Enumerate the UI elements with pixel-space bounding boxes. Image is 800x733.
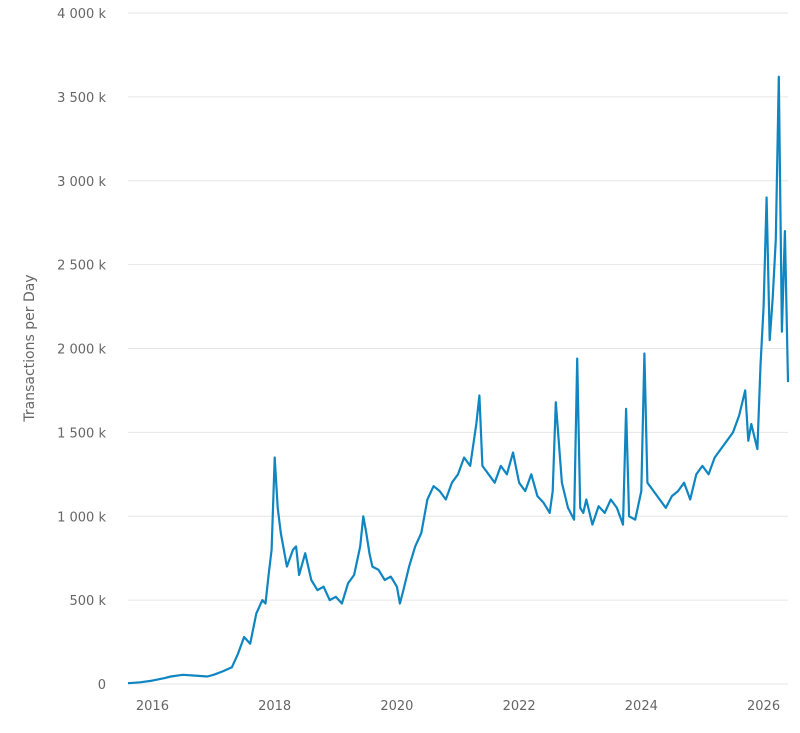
- x-axis-ticks: 2016 2018 2020 2022 2024 2026: [136, 699, 780, 714]
- y-tick-label: 3 000 k: [57, 175, 106, 190]
- y-tick-label: 2 000 k: [57, 343, 106, 358]
- y-tick-label: 1 000 k: [57, 510, 106, 525]
- y-tick-label: 3 500 k: [57, 91, 106, 106]
- series-group: [127, 75, 790, 685]
- series-line: [127, 75, 790, 685]
- x-tick-label: 2016: [136, 699, 169, 714]
- y-axis-ticks: 0 500 k 1 000 k 1 500 k 2 000 k 2 500 k 3 000 …: [57, 7, 106, 693]
- x-tick-label: 2024: [625, 699, 658, 714]
- x-tick-label: 2020: [380, 699, 413, 714]
- x-tick-label: 2026: [747, 699, 780, 714]
- x-tick-label: 2022: [503, 699, 536, 714]
- gridlines: [128, 12, 788, 685]
- x-tick-label: 2018: [258, 699, 291, 714]
- y-tick-label: 500 k: [70, 594, 107, 609]
- y-tick-label: 1 500 k: [57, 426, 106, 441]
- y-tick-label: 2 500 k: [57, 259, 106, 274]
- y-axis-label: Transactions per Day: [22, 274, 38, 422]
- y-tick-label: 4 000 k: [57, 7, 106, 22]
- y-tick-label: 0: [98, 678, 106, 693]
